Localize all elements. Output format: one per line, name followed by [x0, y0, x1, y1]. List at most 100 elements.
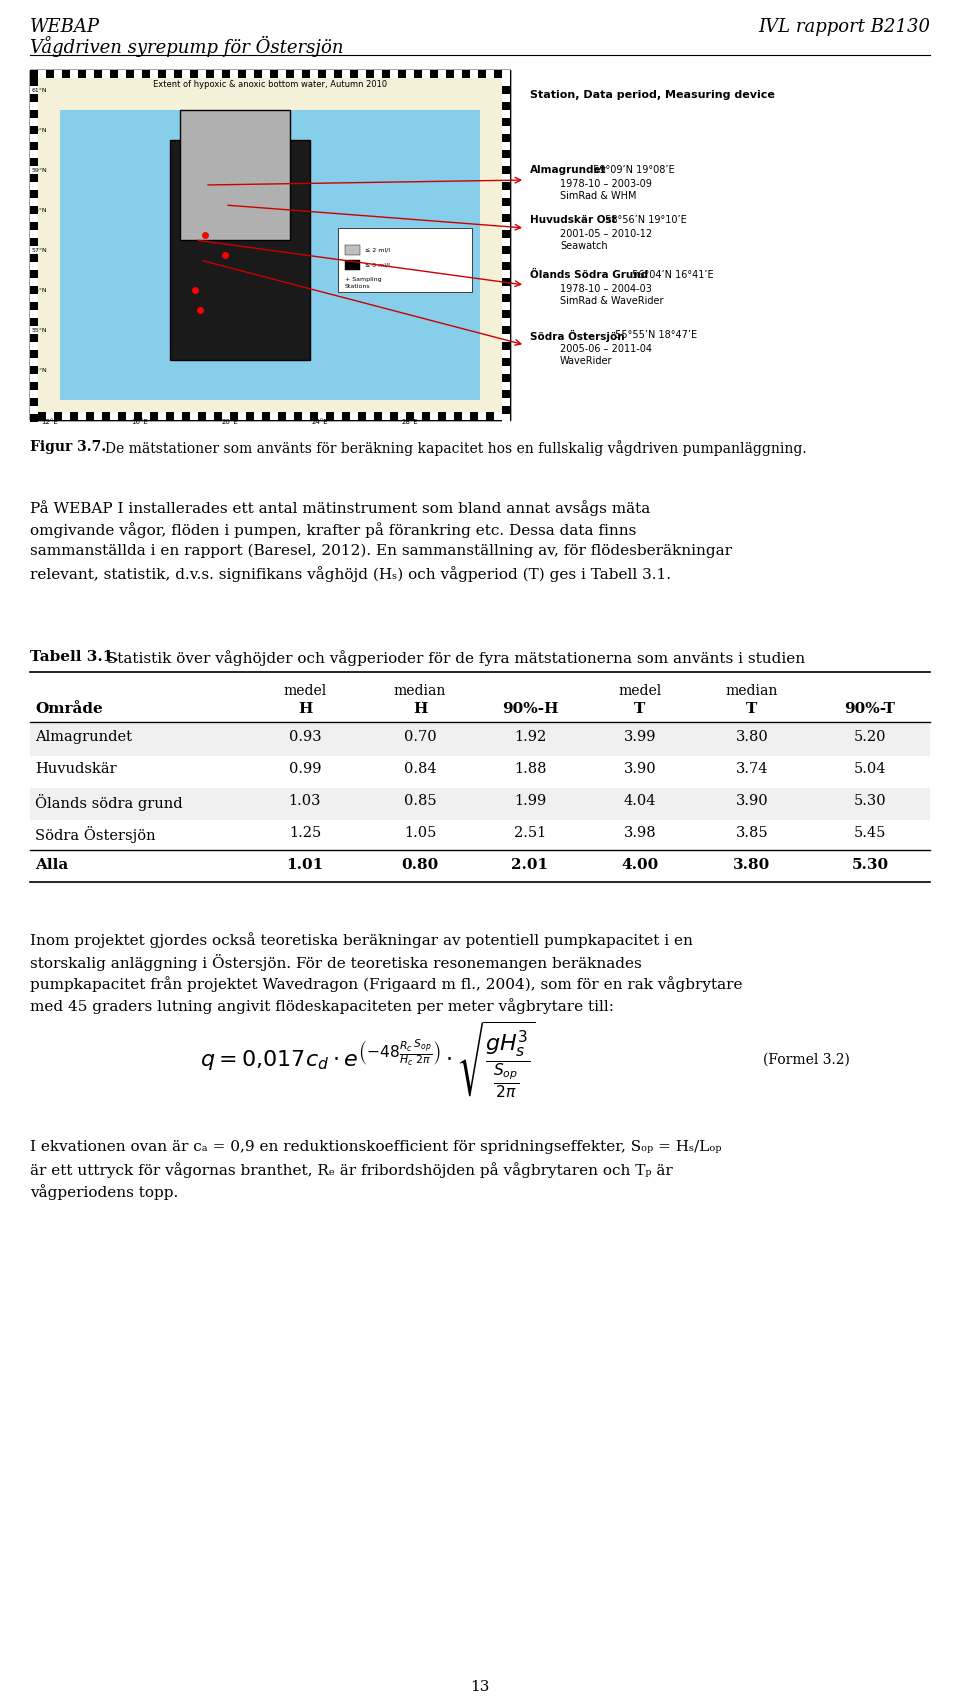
Bar: [262, 412, 270, 421]
Text: 55°55’N 18°47’E: 55°55’N 18°47’E: [612, 330, 698, 341]
Text: 3.80: 3.80: [733, 858, 771, 872]
Bar: [286, 412, 294, 421]
Bar: [30, 165, 38, 174]
Bar: [382, 412, 390, 421]
Text: WEBAP: WEBAP: [30, 19, 100, 36]
Text: ≤ 0 ml/l: ≤ 0 ml/l: [365, 262, 390, 267]
Bar: [502, 191, 510, 198]
Bar: [30, 254, 38, 262]
Text: Stations: Stations: [345, 283, 371, 288]
Bar: [406, 412, 414, 421]
Text: IVL rapport B2130: IVL rapport B2130: [758, 19, 930, 36]
Bar: [502, 286, 510, 295]
Bar: [502, 358, 510, 366]
Text: 2005-06 – 2011-04: 2005-06 – 2011-04: [560, 344, 652, 354]
Text: 3.99: 3.99: [624, 731, 657, 744]
Text: 1.25: 1.25: [289, 826, 322, 840]
Bar: [502, 102, 510, 111]
Bar: [30, 198, 38, 206]
Bar: [345, 261, 360, 271]
Bar: [326, 412, 334, 421]
Bar: [502, 262, 510, 271]
Bar: [110, 412, 118, 421]
Text: Station, Data period, Measuring device: Station, Data period, Measuring device: [530, 90, 775, 100]
Text: 28°E: 28°E: [401, 419, 419, 426]
Bar: [102, 70, 110, 78]
Text: 3.80: 3.80: [735, 731, 768, 744]
Text: 13: 13: [470, 1679, 490, 1694]
Bar: [502, 342, 510, 351]
Bar: [30, 286, 38, 295]
Bar: [30, 271, 38, 278]
Text: relevant, statistik, d.v.s. signifikans våghöjd (Hₛ) och vågperiod (T) ges i Tab: relevant, statistik, d.v.s. signifikans …: [30, 565, 671, 582]
Text: pumpkapacitet från projektet Wavedragon (Frigaard m fl., 2004), som för en rak v: pumpkapacitet från projektet Wavedragon …: [30, 976, 742, 991]
Text: H: H: [413, 702, 427, 715]
Bar: [30, 724, 930, 756]
Bar: [254, 412, 262, 421]
Bar: [166, 412, 174, 421]
Bar: [86, 412, 94, 421]
Bar: [502, 366, 510, 375]
Bar: [30, 399, 38, 405]
Text: Inom projektet gjordes också teoretiska beräkningar av potentiell pumpkapacitet : Inom projektet gjordes också teoretiska …: [30, 932, 693, 949]
Bar: [214, 412, 222, 421]
Text: WaveRider: WaveRider: [560, 356, 612, 366]
Bar: [38, 412, 46, 421]
Bar: [462, 70, 470, 78]
Text: medel: medel: [283, 685, 326, 698]
Bar: [30, 334, 38, 342]
Bar: [502, 271, 510, 278]
Text: T: T: [746, 702, 757, 715]
Bar: [134, 70, 142, 78]
Bar: [454, 70, 462, 78]
Bar: [358, 70, 366, 78]
Bar: [502, 295, 510, 301]
Text: 0.84: 0.84: [404, 761, 436, 777]
Bar: [182, 412, 190, 421]
Text: 3.74: 3.74: [735, 761, 768, 777]
Text: $q = 0{,}017c_d \cdot e^{\left(-48\frac{R_c}{H_c}\frac{S_{op}}{2\pi}\right)}\cdo: $q = 0{,}017c_d \cdot e^{\left(-48\frac{…: [200, 1020, 536, 1100]
Bar: [294, 412, 302, 421]
Text: 55°N: 55°N: [32, 327, 48, 332]
Text: 1.05: 1.05: [404, 826, 436, 840]
Bar: [318, 70, 326, 78]
Text: 57°N: 57°N: [32, 247, 48, 252]
Bar: [30, 366, 38, 375]
Bar: [222, 70, 230, 78]
Bar: [502, 412, 510, 421]
Text: De mätstationer som använts för beräkning kapacitet hos en fullskalig vågdriven : De mätstationer som använts för beräknin…: [105, 439, 806, 456]
Bar: [342, 70, 350, 78]
Bar: [502, 318, 510, 325]
Bar: [238, 412, 246, 421]
Bar: [502, 118, 510, 126]
Bar: [30, 126, 38, 135]
Bar: [382, 70, 390, 78]
FancyBboxPatch shape: [338, 228, 472, 291]
Bar: [30, 206, 38, 215]
Bar: [30, 102, 38, 111]
Text: H: H: [298, 702, 312, 715]
Bar: [502, 301, 510, 310]
Bar: [30, 788, 930, 821]
Bar: [318, 412, 326, 421]
Bar: [94, 70, 102, 78]
Bar: [30, 301, 38, 310]
Text: 5.30: 5.30: [852, 858, 889, 872]
Bar: [310, 412, 318, 421]
Text: 0.80: 0.80: [401, 858, 439, 872]
Text: 24°E: 24°E: [312, 419, 328, 426]
Text: 59°09’N 19°08’E: 59°09’N 19°08’E: [590, 165, 675, 175]
Text: 5.30: 5.30: [853, 794, 886, 807]
Bar: [502, 405, 510, 414]
Bar: [30, 85, 38, 94]
Bar: [30, 111, 38, 118]
FancyBboxPatch shape: [180, 111, 290, 240]
Bar: [502, 141, 510, 150]
Bar: [30, 405, 38, 414]
Bar: [110, 70, 118, 78]
Bar: [30, 221, 38, 230]
FancyBboxPatch shape: [60, 111, 480, 400]
Bar: [502, 390, 510, 399]
Text: 0.70: 0.70: [404, 731, 436, 744]
Bar: [30, 182, 38, 191]
